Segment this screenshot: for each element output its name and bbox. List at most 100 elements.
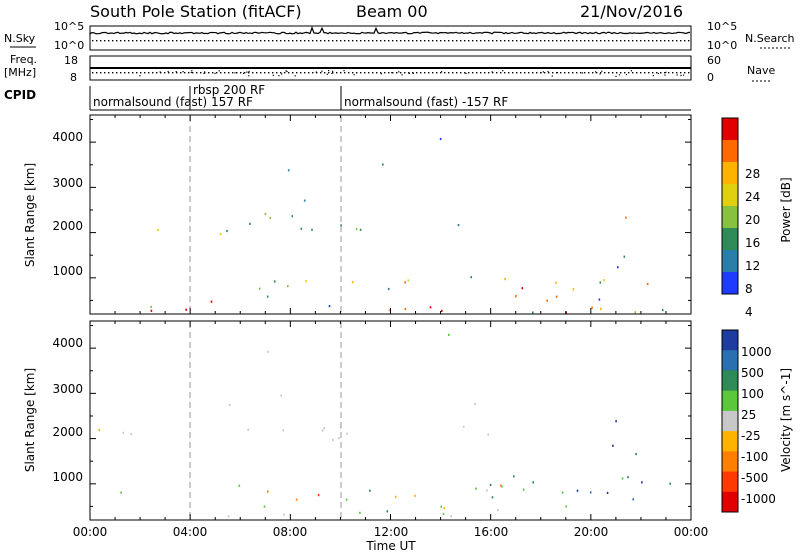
velocity-cell-2000: [346, 432, 348, 435]
nsearch-dot: [484, 40, 486, 42]
nave-dot: [326, 73, 328, 75]
freq-label-1: Freq.: [10, 53, 37, 66]
nsearch-dot: [256, 40, 258, 42]
nave-dot: [372, 72, 374, 74]
freq-label-2: [MHz]: [4, 66, 36, 79]
velocity-cell-near: [227, 515, 230, 518]
nsearch-dot: [112, 40, 114, 42]
nsearch-dot: [120, 40, 122, 42]
velocity-cell-late: [669, 482, 671, 485]
nave-dot: [281, 73, 283, 75]
power-cell-noise: [439, 137, 442, 141]
velocity-cell-late: [589, 491, 592, 494]
power-cbar-tick-24: 24: [745, 190, 760, 204]
nsearch-dot: [492, 40, 494, 42]
nave-dot: [264, 72, 266, 74]
nsearch-dot: [188, 40, 190, 42]
nave-dot: [124, 72, 126, 74]
nave-dot: [315, 71, 317, 73]
power-cell-near: [429, 306, 432, 309]
nave-dot: [324, 72, 326, 74]
nsky-panel: [89, 25, 692, 51]
nsearch-dot: [284, 40, 286, 42]
nsearch-dot: [376, 40, 378, 42]
nave-dot: [92, 72, 94, 74]
velocity-cell-late: [522, 488, 525, 491]
power-cell-red: [546, 299, 548, 302]
velocity-cbar-tick-25: 25: [741, 408, 756, 422]
nave-dot: [412, 72, 414, 74]
velocity-ylabel: Slant Range [km]: [23, 368, 37, 472]
nave-dot: [484, 72, 486, 74]
nsearch-dot: [672, 40, 674, 42]
nsearch-dot: [172, 40, 174, 42]
velocity-cell-late: [561, 491, 564, 494]
velocity-cbar-tick-neg500: -500: [741, 471, 768, 485]
power-cell-800: [404, 281, 406, 284]
nave-dot: [248, 70, 250, 73]
power-cell-sparse: [303, 199, 306, 202]
nave-dot: [652, 75, 654, 77]
velocity-cell-echo: [635, 453, 637, 456]
nsearch-dot: [136, 40, 138, 42]
nsearch-dot: [592, 40, 594, 42]
nsearch-dot: [420, 40, 422, 42]
nave-dot: [528, 72, 530, 74]
nave-dot: [540, 71, 542, 74]
power-cell-late: [646, 282, 649, 286]
velocity-colorbar-border: [721, 329, 739, 513]
nave-dot: [624, 72, 626, 74]
nsearch-dot: [320, 40, 322, 42]
nave-dot: [496, 72, 498, 74]
nsearch-dot: [240, 40, 242, 42]
nave-dot: [268, 72, 270, 74]
nave-dot: [676, 74, 678, 76]
power-colorbar-swatch: [722, 250, 738, 273]
velocity-cell-noise: [474, 403, 476, 406]
nsearch-dot: [404, 40, 406, 42]
nsearch-dot: [276, 40, 278, 42]
nave-dot: [252, 72, 254, 74]
nave-dot: [216, 72, 218, 74]
power-cell-2000: [226, 229, 228, 233]
nsearch-dot: [308, 40, 310, 42]
power-colorbar-swatch: [722, 118, 738, 141]
velocity-cell-late: [501, 485, 503, 488]
nsearch-dot: [296, 40, 298, 42]
nsky-tick-top: 10^5: [54, 20, 84, 33]
nsearch-dot: [144, 40, 146, 42]
nsearch-dot: [428, 40, 430, 42]
power-cell-near: [328, 305, 331, 308]
nsearch-dot: [384, 40, 386, 42]
power-cell-800: [305, 280, 307, 283]
nave-dot: [167, 70, 169, 73]
nave-dot: [343, 70, 345, 72]
nave-dot: [144, 72, 146, 74]
nsearch-dot: [180, 40, 182, 42]
power-cell-2000: [157, 228, 159, 232]
freq-tick-top: 18: [64, 54, 78, 67]
nave-dot: [321, 70, 323, 72]
date-label: 21/Nov/2016: [580, 2, 683, 21]
nsearch-dot: [604, 40, 606, 42]
velocity-cell-late: [513, 475, 515, 478]
power-cell-2000: [249, 222, 251, 225]
nave-dot: [182, 71, 184, 73]
nave-dot: [388, 72, 390, 74]
velocity-cell-2000: [332, 438, 334, 441]
nave-dot: [547, 70, 549, 73]
nave-dot: [616, 72, 618, 74]
nave-dot: [592, 72, 594, 74]
nave-dot: [286, 70, 288, 73]
power-cell-red: [591, 306, 593, 309]
nave-dot: [191, 70, 193, 72]
velocity-heatmap-data: [98, 333, 671, 519]
nave-dot: [234, 72, 236, 74]
nave-dot: [625, 74, 628, 76]
nsearch-dot: [628, 40, 630, 42]
velocity-cell-2300: [247, 428, 249, 431]
nsearch-dot: [616, 40, 618, 42]
nave-dot: [568, 72, 570, 74]
nave-dot: [432, 72, 434, 74]
nave-dot: [682, 74, 685, 76]
